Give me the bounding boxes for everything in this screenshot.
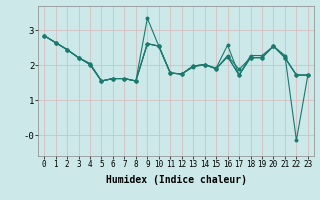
X-axis label: Humidex (Indice chaleur): Humidex (Indice chaleur) [106,175,246,185]
